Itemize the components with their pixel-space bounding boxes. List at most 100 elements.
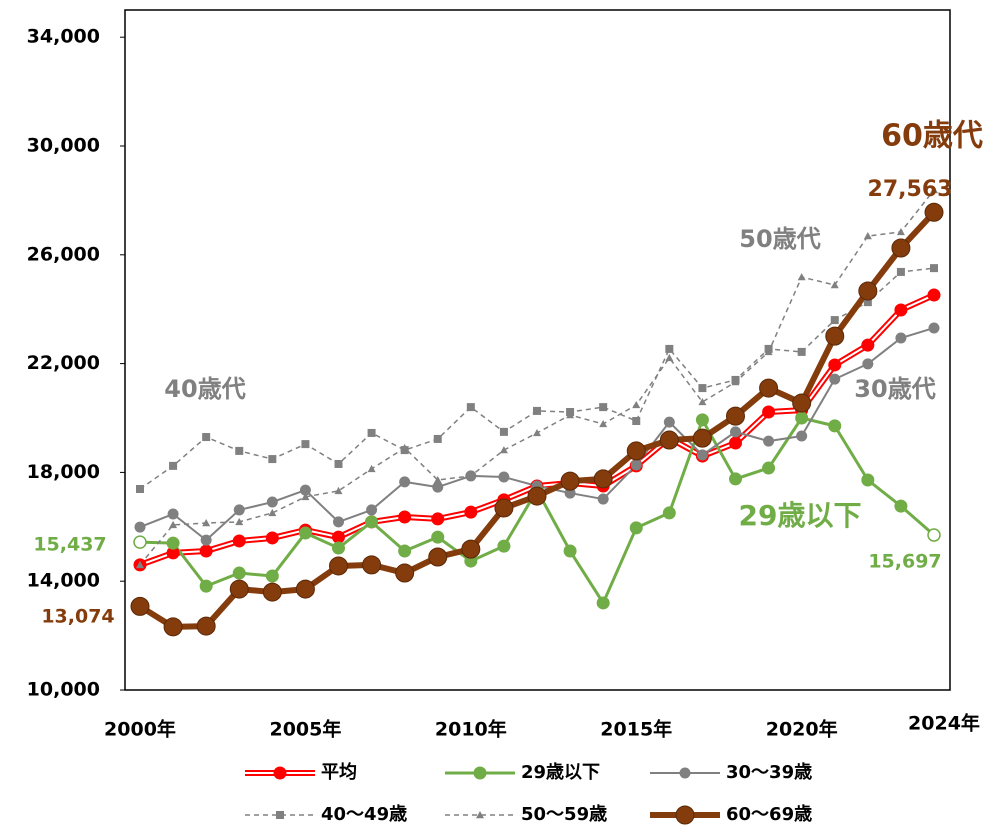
marker: [863, 298, 872, 307]
marker: [599, 403, 608, 412]
legend-label: 平均: [321, 761, 357, 783]
marker: [863, 232, 872, 240]
marker: [560, 471, 580, 491]
marker: [466, 471, 475, 480]
marker: [464, 505, 478, 519]
marker: [599, 419, 608, 428]
marker: [729, 436, 742, 450]
marker: [130, 596, 150, 616]
marker: [828, 358, 842, 372]
y-tick-label: 18,000: [27, 461, 100, 483]
marker: [792, 393, 812, 413]
marker: [295, 579, 315, 599]
marker: [762, 461, 776, 475]
annotation: 40歳代: [164, 375, 245, 403]
marker: [698, 397, 707, 406]
marker: [136, 484, 144, 493]
marker: [366, 504, 378, 516]
marker: [563, 544, 577, 558]
marker: [202, 433, 211, 442]
marker: [398, 544, 412, 558]
marker: [692, 428, 712, 448]
marker: [927, 528, 941, 542]
marker: [332, 541, 345, 555]
legend-label: 60〜69歳: [726, 804, 812, 825]
marker: [825, 326, 845, 346]
marker: [268, 508, 277, 517]
marker: [533, 428, 541, 437]
marker: [428, 547, 448, 567]
marker: [796, 430, 808, 442]
marker: [134, 521, 146, 533]
marker: [334, 459, 343, 468]
marker: [498, 471, 510, 483]
marker: [233, 504, 245, 516]
marker: [199, 579, 213, 593]
marker: [232, 534, 246, 548]
marker: [830, 316, 839, 325]
marker: [659, 430, 679, 450]
marker: [497, 539, 511, 553]
marker: [476, 811, 484, 819]
marker: [395, 563, 415, 583]
marker: [730, 426, 741, 438]
y-tick-label: 34,000: [27, 26, 100, 48]
marker: [499, 446, 508, 454]
data-label: 15,697: [868, 551, 941, 573]
marker: [894, 499, 908, 513]
marker: [431, 512, 445, 526]
marker: [266, 496, 278, 508]
marker: [235, 517, 244, 526]
marker: [764, 347, 773, 356]
marker: [632, 400, 641, 409]
marker: [797, 273, 806, 281]
marker: [367, 428, 376, 437]
marker: [924, 202, 944, 222]
marker: [169, 520, 178, 529]
marker: [431, 530, 445, 544]
marker: [861, 338, 875, 352]
marker: [334, 486, 343, 495]
marker: [695, 413, 709, 427]
marker: [665, 353, 674, 362]
marker: [726, 406, 745, 426]
marker: [265, 569, 279, 583]
marker: [433, 434, 442, 443]
marker: [400, 443, 409, 452]
marker: [499, 427, 508, 436]
legend-label: 29歳以下: [521, 762, 600, 783]
marker: [169, 461, 178, 470]
marker: [797, 347, 806, 356]
marker: [759, 378, 779, 398]
marker: [398, 510, 412, 524]
plot-frame: [124, 9, 951, 691]
marker: [830, 280, 839, 289]
marker: [133, 535, 147, 549]
marker: [596, 596, 610, 610]
marker: [229, 579, 249, 599]
data-label: 27,563: [868, 177, 953, 202]
marker: [862, 358, 874, 370]
marker: [136, 560, 144, 569]
marker: [679, 767, 691, 779]
series-line: [138, 210, 937, 630]
marker: [632, 416, 641, 425]
marker: [891, 238, 911, 258]
marker: [301, 492, 310, 501]
marker: [262, 582, 282, 602]
marker: [829, 373, 841, 385]
marker: [663, 416, 675, 428]
x-tick-label: 2010年: [435, 718, 507, 741]
legend-label: 40〜49歳: [321, 804, 407, 825]
marker: [896, 227, 905, 236]
marker: [166, 536, 180, 550]
x-tick-label: 2015年: [600, 718, 672, 741]
marker: [399, 476, 411, 488]
x-tick-label: 2024年: [908, 712, 980, 735]
marker: [196, 616, 216, 636]
annotation: 30歳代: [854, 375, 935, 403]
x-tick-label: 2005年: [269, 718, 341, 741]
marker: [298, 526, 312, 540]
marker: [362, 555, 382, 575]
